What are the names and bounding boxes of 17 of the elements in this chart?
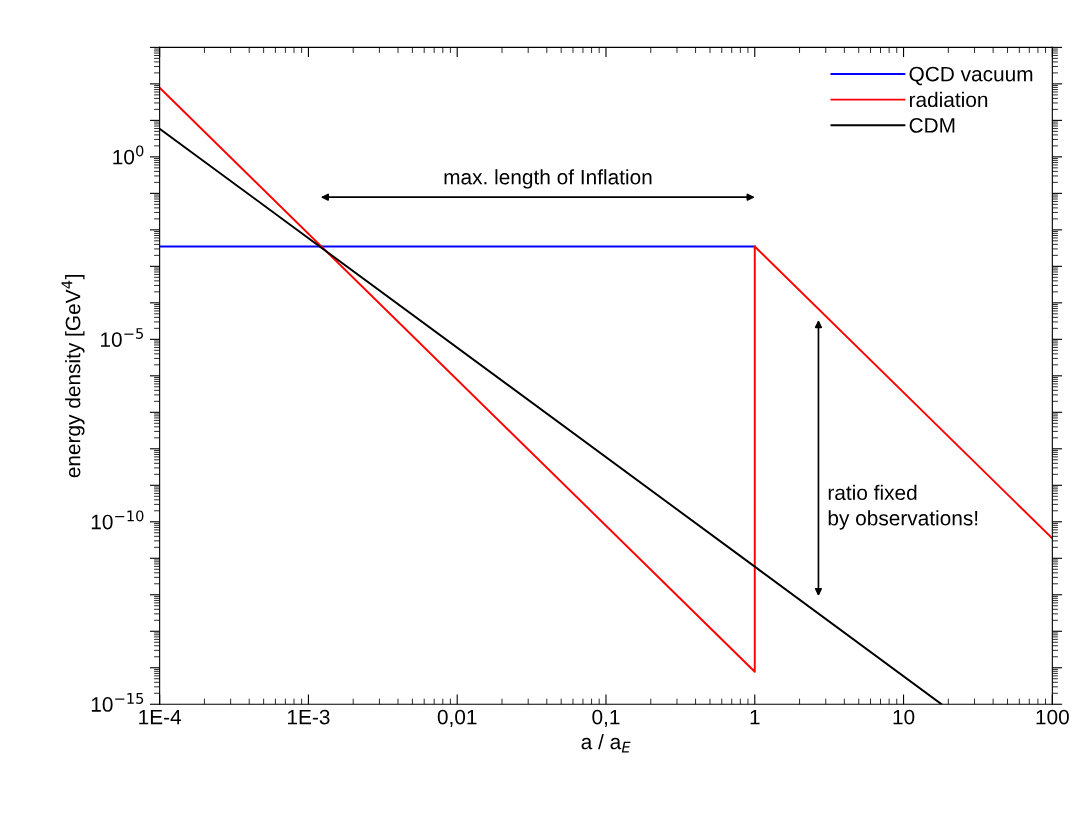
- y-tick-label: 10$^{−5}$: [101, 328, 144, 347]
- x-tick-label: 1E-3: [288, 709, 330, 725]
- x-axis-title: a / a$_{E}$: [581, 733, 631, 753]
- x-tick-label: 1: [750, 709, 760, 725]
- x-tick-label: 0,01: [437, 709, 477, 727]
- legend-label: radiation: [909, 91, 988, 108]
- annotation: ratio fixed by observations!: [828, 484, 978, 530]
- x-tick-label: 1E-4: [139, 709, 182, 725]
- x-tick-label: 0,1: [592, 709, 620, 727]
- x-tick-label: 10: [893, 709, 915, 725]
- legend-label: CDM: [909, 118, 955, 133]
- y-tick-label: 10$^{0}$: [113, 145, 144, 165]
- y-tick-label: 10$^{−10}$: [91, 510, 144, 530]
- x-tick-label: 100: [1036, 709, 1069, 725]
- y-axis-title: energy density [GeV$^{4}$]: [61, 275, 85, 478]
- annotation: max. length of Inflation: [444, 169, 652, 189]
- legend-label: QCD vacuum: [909, 66, 1033, 86]
